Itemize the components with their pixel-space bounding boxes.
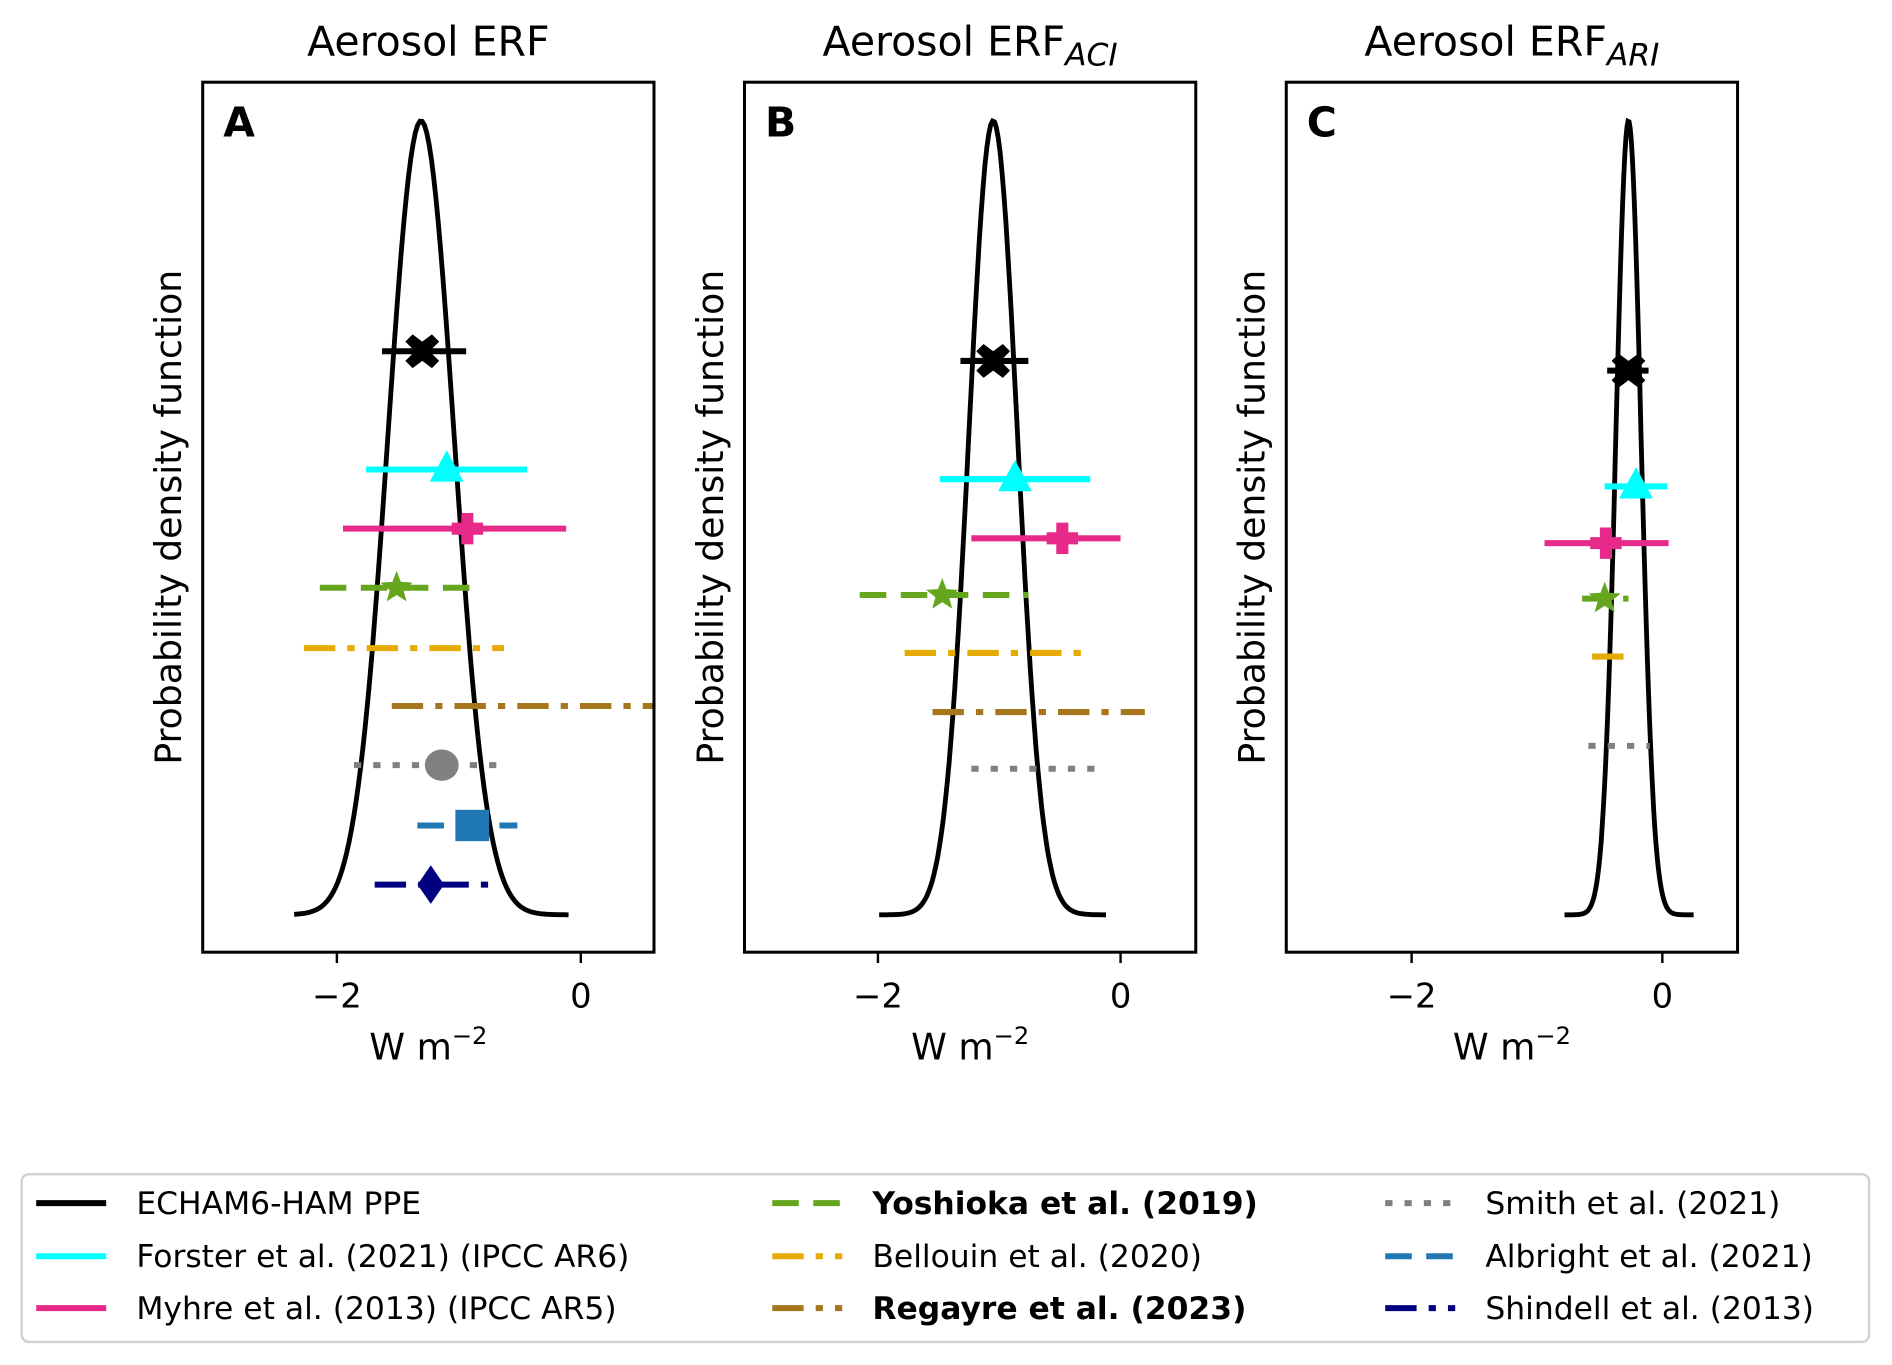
- best-estimate-marker-forster-et-al-2021-ipcc-ar6: [998, 459, 1032, 492]
- best-estimate-marker-albright-et-al-2021: [455, 809, 490, 842]
- best-estimate-marker-echam6-ham-ppe: [976, 344, 1011, 378]
- x-tick-label: 0: [1110, 977, 1131, 1016]
- legend-item-forster-et-al-2021-ipcc-ar6: Forster et al. (2021) (IPCC AR6): [36, 1239, 629, 1275]
- panel-a: Aerosol ERF Probability density function W…: [147, 18, 656, 1069]
- y-axis-label: Probability density function: [689, 270, 732, 765]
- x-axis-label-exponent: −2: [1535, 1022, 1571, 1050]
- best-estimate-marker-smith-et-al-2021: [424, 749, 459, 781]
- panel-label: C: [1307, 98, 1337, 146]
- legend-item-smith-et-al-2021: Smith et al. (2021): [1385, 1186, 1780, 1222]
- x-tick-label: 0: [570, 977, 591, 1016]
- legend-label: Myhre et al. (2013) (IPCC AR5): [136, 1291, 616, 1327]
- x-axis-label-text: W m: [1453, 1026, 1536, 1069]
- panel-title-subscript: ACI: [1063, 37, 1118, 73]
- axes-frame: [201, 80, 656, 954]
- x-tick-label: 0: [1652, 977, 1673, 1016]
- x-tick-label: −2: [312, 977, 362, 1016]
- legend-item-bellouin-et-al-2020: Bellouin et al. (2020): [772, 1239, 1202, 1275]
- best-estimate-marker-yoshioka-et-al-2019: [380, 570, 413, 602]
- axes-frame: [1284, 80, 1740, 954]
- x-axis-label: W m−2: [911, 1022, 1029, 1069]
- legend-label: Smith et al. (2021): [1485, 1186, 1780, 1222]
- legend-label: Forster et al. (2021) (IPCC AR6): [136, 1239, 629, 1275]
- best-estimate-marker-forster-et-al-2021-ipcc-ar6: [429, 450, 464, 482]
- legend-item-regayre-et-al-2023: Regayre et al. (2023): [772, 1291, 1246, 1327]
- panel-title-subscript: ARI: [1605, 37, 1660, 73]
- legend: ECHAM6-HAM PPE Forster et al. (2021) (IPC…: [20, 1172, 1871, 1344]
- panel-title-text: Aerosol ERF: [1364, 18, 1607, 66]
- legend-item-echam6-ham-ppe: ECHAM6-HAM PPE: [36, 1186, 421, 1222]
- axes-frame: [742, 80, 1198, 954]
- legend-item-shindell-et-al-2013: Shindell et al. (2013): [1385, 1291, 1814, 1327]
- pdf-curve: [879, 117, 1106, 918]
- panel-b: Aerosol ERFACI Probability density functi…: [689, 18, 1198, 1069]
- panel-title-text: Aerosol ERF: [823, 18, 1066, 66]
- best-estimate-marker-forster-et-al-2021-ipcc-ar6: [1619, 467, 1653, 499]
- best-estimate-marker-myhre-et-al-2013-ipcc-ar5: [1590, 527, 1622, 559]
- best-estimate-marker-echam6-ham-ppe: [1611, 353, 1646, 388]
- pdf-curve: [1564, 117, 1694, 918]
- legend-label: Shindell et al. (2013): [1485, 1291, 1814, 1327]
- x-axis-label-exponent: −2: [994, 1022, 1030, 1050]
- best-estimate-marker-yoshioka-et-al-2019: [1588, 581, 1621, 613]
- pdf-curve: [294, 118, 569, 918]
- best-estimate-marker-echam6-ham-ppe: [405, 334, 440, 369]
- panel-title: Aerosol ERFACI: [823, 18, 1118, 74]
- best-estimate-marker-myhre-et-al-2013-ipcc-ar5: [1046, 522, 1079, 554]
- x-tick-label: −2: [1387, 977, 1437, 1016]
- x-tick-label: −2: [853, 977, 903, 1016]
- legend-item-albright-et-al-2021: Albright et al. (2021): [1385, 1239, 1813, 1275]
- panel-title: Aerosol ERF: [307, 18, 550, 66]
- best-estimate-marker-yoshioka-et-al-2019: [926, 578, 959, 609]
- legend-item-myhre-et-al-2013-ipcc-ar5: Myhre et al. (2013) (IPCC AR5): [36, 1291, 617, 1327]
- x-axis-label-text: W m: [911, 1026, 994, 1069]
- x-axis-label-text: W m: [369, 1026, 452, 1069]
- panel-label: B: [765, 98, 796, 146]
- legend-label: Yoshioka et al. (2019): [871, 1186, 1257, 1222]
- panel-title-text: Aerosol ERF: [307, 18, 550, 66]
- legend-frame: [20, 1172, 1871, 1344]
- best-estimate-marker-myhre-et-al-2013-ipcc-ar5: [451, 512, 484, 545]
- x-axis-label-exponent: −2: [452, 1022, 488, 1050]
- x-axis-label: W m−2: [1453, 1022, 1571, 1069]
- panel-label: A: [223, 98, 255, 146]
- legend-label: Regayre et al. (2023): [872, 1291, 1246, 1327]
- legend-label: Bellouin et al. (2020): [872, 1239, 1202, 1275]
- x-axis-label: W m−2: [369, 1022, 487, 1069]
- legend-item-yoshioka-et-al-2019: Yoshioka et al. (2019): [772, 1186, 1258, 1222]
- panel-title: Aerosol ERFARI: [1364, 18, 1659, 74]
- legend-label: Albright et al. (2021): [1485, 1239, 1812, 1275]
- y-axis-label: Probability density function: [1231, 270, 1274, 765]
- legend-label: ECHAM6-HAM PPE: [136, 1186, 421, 1222]
- best-estimate-marker-shindell-et-al-2013: [417, 865, 445, 904]
- panel-c: Aerosol ERFARI Probability density functi…: [1231, 18, 1740, 1069]
- y-axis-label: Probability density function: [147, 270, 190, 765]
